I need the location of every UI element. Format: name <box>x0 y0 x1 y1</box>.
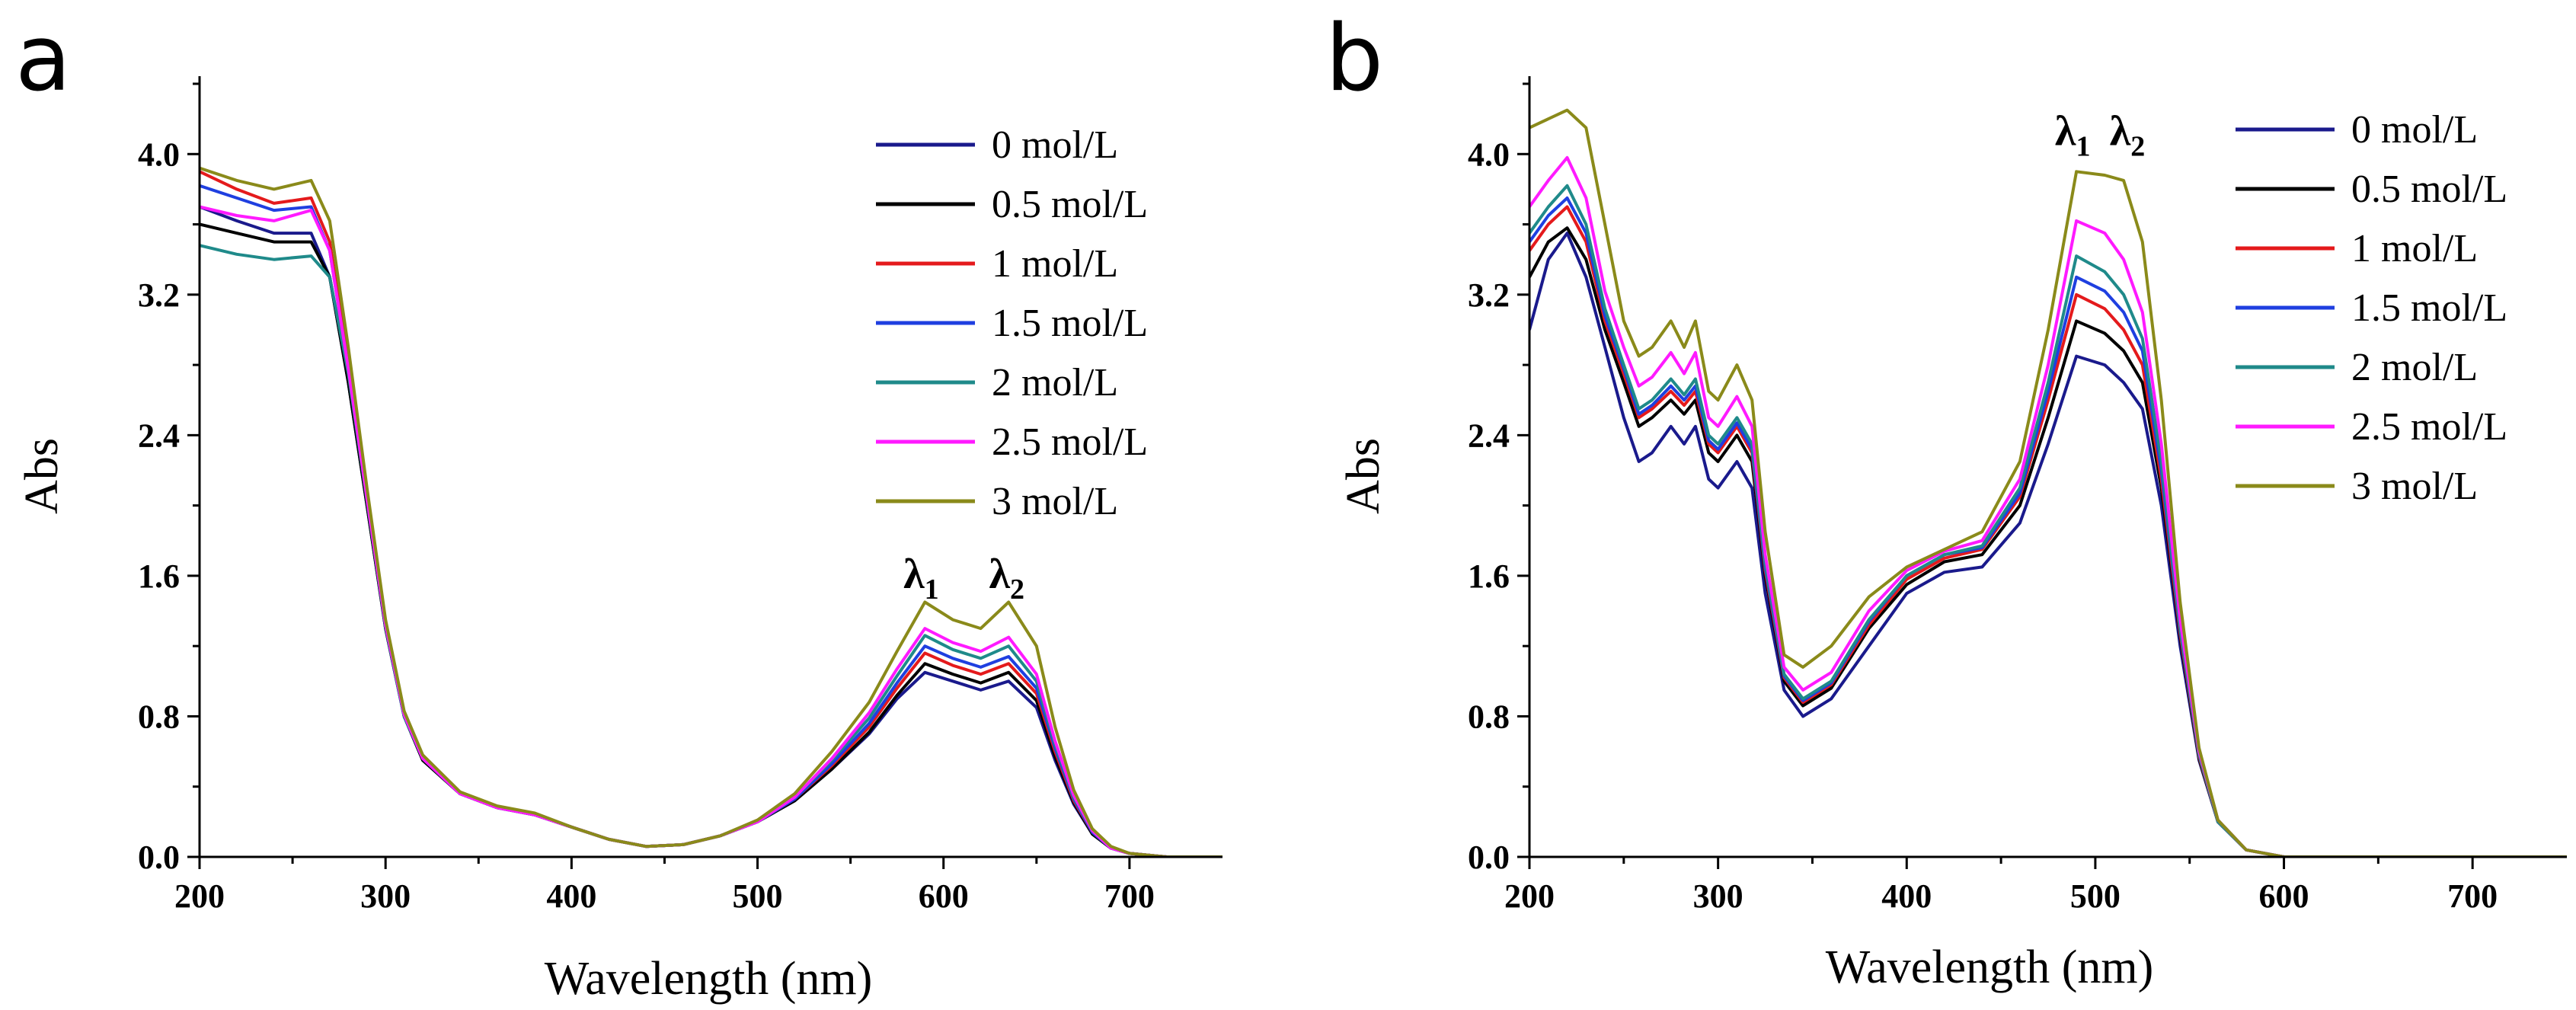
panel-a-legend: 0 mol/L 0.5 mol/L 1 mol/L 1.5 mol/L 2 mol/L 2… <box>876 123 1148 523</box>
panel-b-legend-label-0: 0 mol/L <box>2351 108 2478 152</box>
panel-b-y-tick-label: 1.6 <box>1468 558 1510 595</box>
panel-a-y-axis-title: Abs <box>16 438 68 514</box>
panel-b-x-tick-label: 300 <box>1693 877 1743 915</box>
panel-a-x-tick-label: 300 <box>360 877 411 915</box>
panel-a-x-tick-label: 500 <box>733 877 783 915</box>
panel-b-letter: b <box>1325 6 1383 112</box>
panel-a-x-tick-label: 600 <box>919 877 969 915</box>
panel-b-axes: 200 300 400 500 600 700 0.0 0.8 1.6 2.4 3.2 4.0 <box>1468 76 2567 915</box>
panel-a-letter: a <box>15 6 72 112</box>
panel-a-x-axis-title: Wavelength (nm) <box>545 953 873 1005</box>
panel-a: a 200 300 400 500 600 700 0.0 0.8 1.6 2.4 3.2 4.0 A… <box>15 6 1222 1005</box>
panel-b-annotation-0: λ1 <box>2055 108 2091 163</box>
panel-a-y-tick-label: 0.8 <box>138 698 180 735</box>
panel-a-legend-label-6: 3 mol/L <box>992 480 1118 523</box>
panel-a-annotation-0: λ1 <box>903 551 939 606</box>
panel-b-annotations: λ1 λ2 <box>2055 108 2145 163</box>
panel-b-x-axis-title: Wavelength (nm) <box>1826 941 2154 993</box>
panel-b-x-tick-label: 200 <box>1504 877 1555 915</box>
panel-b-legend-label-6: 3 mol/L <box>2351 465 2478 508</box>
panel-b-y-tick-label: 4.0 <box>1468 136 1510 173</box>
panel-b-x-tick-label: 600 <box>2259 877 2309 915</box>
panel-a-y-tick-label: 3.2 <box>138 276 180 314</box>
panel-a-y-tick-label: 4.0 <box>138 136 180 173</box>
panel-a-legend-label-0: 0 mol/L <box>992 123 1118 167</box>
panel-b-legend-label-5: 2.5 mol/L <box>2351 405 2507 449</box>
panel-b-legend-label-4: 2 mol/L <box>2351 346 2478 389</box>
panel-a-x-tick-label: 700 <box>1104 877 1155 915</box>
panel-a-legend-label-2: 1 mol/L <box>992 242 1118 286</box>
panel-a-series-line-6 <box>200 166 1222 857</box>
panel-b-legend-label-3: 1.5 mol/L <box>2351 286 2507 330</box>
panel-b-y-tick-label: 0.8 <box>1468 698 1510 735</box>
panel-b-annotation-1: λ2 <box>2110 108 2146 163</box>
panel-b-series-line-5 <box>1529 155 2567 857</box>
panel-a-y-tick-label: 1.6 <box>138 558 180 595</box>
panel-a-series-group <box>200 166 1222 857</box>
panel-b-legend-label-1: 0.5 mol/L <box>2351 168 2507 211</box>
panel-a-annotations: λ1 λ2 <box>903 551 1024 606</box>
panel-b-y-tick-label: 3.2 <box>1468 276 1510 314</box>
panel-a-legend-label-4: 2 mol/L <box>992 361 1118 404</box>
panel-b-y-axis-title: Abs <box>1338 438 1389 514</box>
panel-a-legend-label-3: 1.5 mol/L <box>992 302 1148 345</box>
panel-a-x-tick-label: 200 <box>174 877 225 915</box>
panel-b-x-tick-label: 400 <box>1881 877 1932 915</box>
panel-b-x-tick-label: 700 <box>2447 877 2498 915</box>
panel-a-y-tick-label: 2.4 <box>138 417 180 454</box>
panel-b-series-line-6 <box>1529 108 2567 857</box>
panel-b-y-tick-label: 0.0 <box>1468 839 1510 876</box>
panel-b-y-tick-label: 2.4 <box>1468 417 1510 454</box>
panel-b-legend: 0 mol/L 0.5 mol/L 1 mol/L 1.5 mol/L 2 mol/L 2… <box>2236 108 2507 508</box>
panel-b-x-tick-label: 500 <box>2070 877 2121 915</box>
panel-a-legend-label-1: 0.5 mol/L <box>992 183 1148 226</box>
panel-a-legend-label-5: 2.5 mol/L <box>992 420 1148 464</box>
panel-a-x-tick-label: 400 <box>546 877 596 915</box>
panel-a-axes: 200 300 400 500 600 700 0.0 0.8 1.6 2.4 3.2 4.0 <box>138 76 1222 915</box>
panel-b-legend-label-2: 1 mol/L <box>2351 227 2478 270</box>
panel-a-y-tick-label: 0.0 <box>138 839 180 876</box>
panel-b-series-group <box>1529 108 2567 857</box>
panel-a-annotation-1: λ2 <box>989 551 1024 606</box>
panel-b: b 200 300 400 500 600 700 0.0 0.8 1.6 2.4 3.2 4.0 A… <box>1325 6 2567 993</box>
